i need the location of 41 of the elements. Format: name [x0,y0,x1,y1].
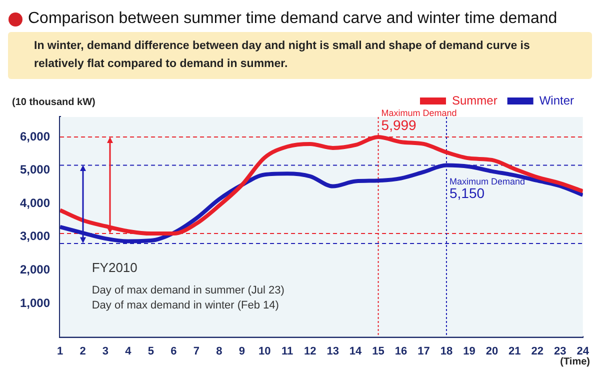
x-tick-label: 13 [326,345,339,358]
x-tick-label: 3 [102,345,109,358]
x-tick-label: 12 [304,345,316,358]
x-tick-label: 24 [576,345,590,358]
x-tick-label: 17 [418,345,430,358]
x-tick-label: 15 [372,345,384,358]
x-tick-label: 5 [148,345,154,358]
annotation: Maximum Demand 5,150 [449,176,526,202]
y-axis-title: (10 thousand kW) [12,96,96,108]
x-tick-label: 21 [508,345,521,358]
x-tick-label: 22 [531,345,544,358]
x-tick-label: 4 [125,345,132,358]
x-tick-label: 10 [258,345,271,358]
annotation: FY2010 [92,260,138,276]
y-tick-label: 3,000 [20,229,50,244]
x-axis-title: (Time) [560,356,590,368]
x-tick-label: 9 [238,345,245,358]
x-tick-label: 8 [216,345,222,358]
legend-label: Winter [539,93,574,108]
annotation: Maximum Demand 5,999 [381,108,457,133]
annotation: Day of max demand in winter (Feb 14) [92,300,279,312]
x-tick-label: 19 [463,345,476,358]
y-tick-label: 2,000 [20,262,50,277]
x-tick-label: 18 [440,345,453,358]
x-tick-label: 20 [486,345,498,358]
x-tick-label: 7 [193,345,200,358]
x-tick-label: 23 [554,345,566,358]
y-tick-label: 4,000 [20,196,50,210]
y-tick-label: 5,000 [20,162,50,177]
y-tick-label: 6,000 [20,129,50,144]
x-tick-label: 11 [282,345,294,358]
x-tick-label: 2 [80,345,86,358]
annotation: Day of max demand in summer (Jul 23) [92,284,284,297]
x-tick-label: 14 [349,345,363,358]
x-tick-label: 1 [56,345,64,358]
x-tick-label: 16 [394,345,408,358]
chart-subtitle: In winter, demand difference between day and night is small and shape of demand curve is relatively flat compared to demand in summer. [8,32,592,79]
legend-label: Summer [452,93,498,108]
chart-title: Comparison between summer time demand carve and winter time demand [28,10,558,28]
x-tick-label: 6 [170,345,177,358]
y-tick-label: 1,000 [20,296,50,310]
